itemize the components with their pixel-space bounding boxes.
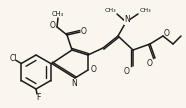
Text: O: O	[164, 29, 170, 38]
Text: F: F	[36, 92, 40, 102]
Text: O: O	[81, 28, 87, 37]
Text: CH₃: CH₃	[139, 9, 151, 14]
Text: O: O	[124, 67, 130, 75]
Text: CH₃: CH₃	[52, 11, 64, 17]
Text: O: O	[147, 59, 153, 68]
Text: O: O	[50, 21, 56, 30]
Text: CH₃: CH₃	[104, 9, 116, 14]
Text: O: O	[91, 65, 97, 75]
Text: Cl: Cl	[9, 54, 17, 63]
Text: N: N	[124, 16, 130, 25]
Text: N: N	[71, 79, 77, 88]
